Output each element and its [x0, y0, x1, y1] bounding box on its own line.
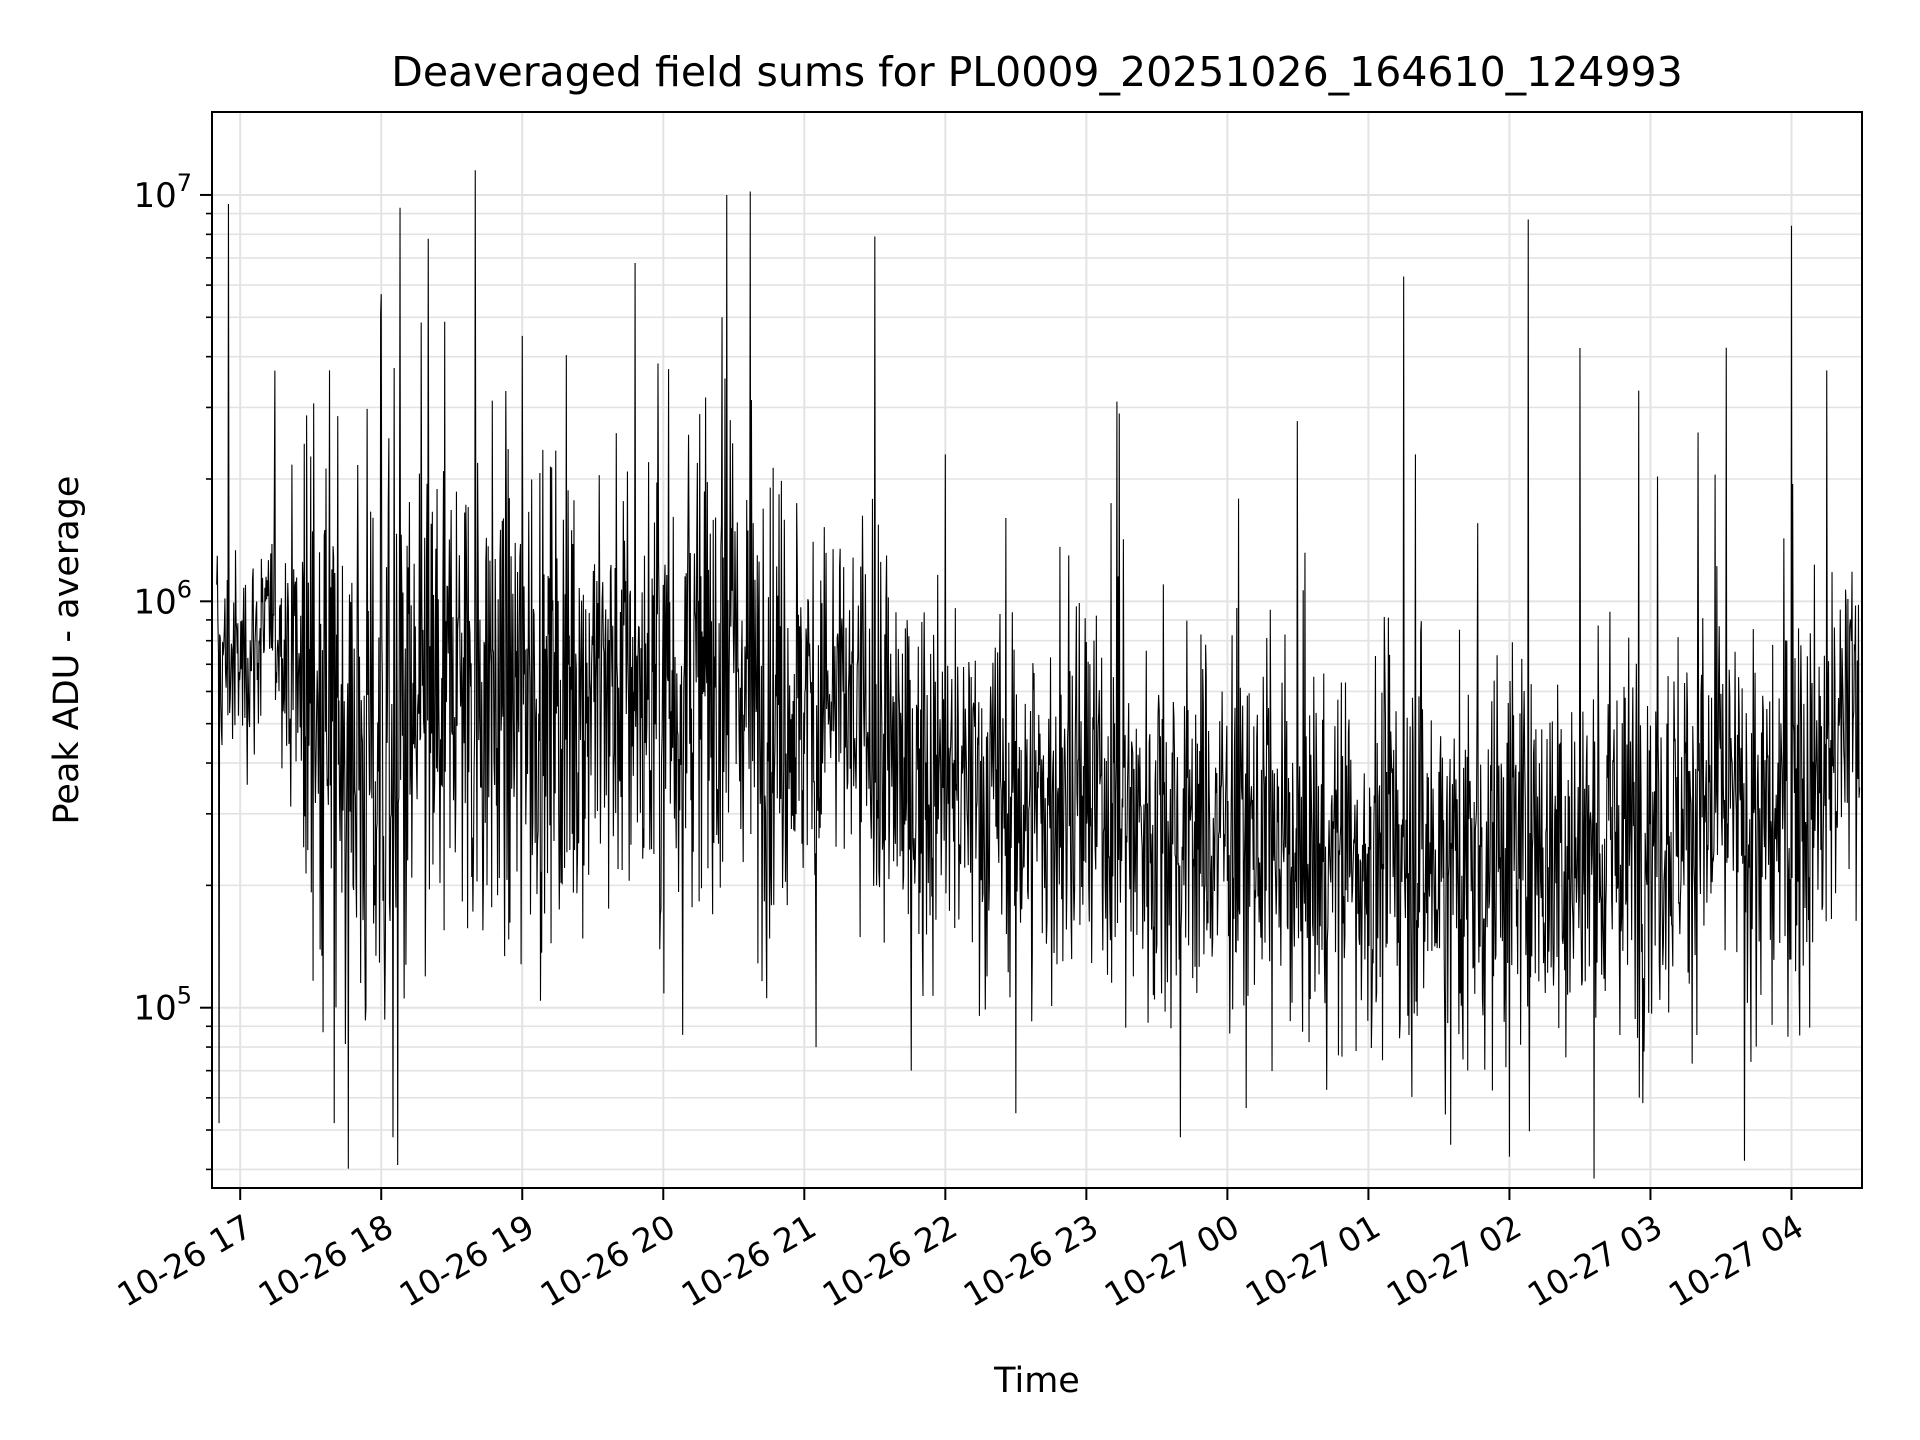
series-line-group [216, 170, 1861, 1179]
y-tick-label: 107 [133, 169, 192, 216]
y-tick-label: 106 [133, 575, 192, 622]
chart-title: Deaveraged field sums for PL0009_2025102… [391, 48, 1682, 96]
y-tick-label: 105 [133, 982, 192, 1029]
y-axis-label: Peak ADU - average [47, 476, 87, 825]
series-line [216, 170, 1861, 1179]
y-axis: 105 106 107 [133, 169, 212, 1171]
x-axis-label: Time [993, 1361, 1080, 1401]
plot-frame [211, 111, 1863, 1189]
